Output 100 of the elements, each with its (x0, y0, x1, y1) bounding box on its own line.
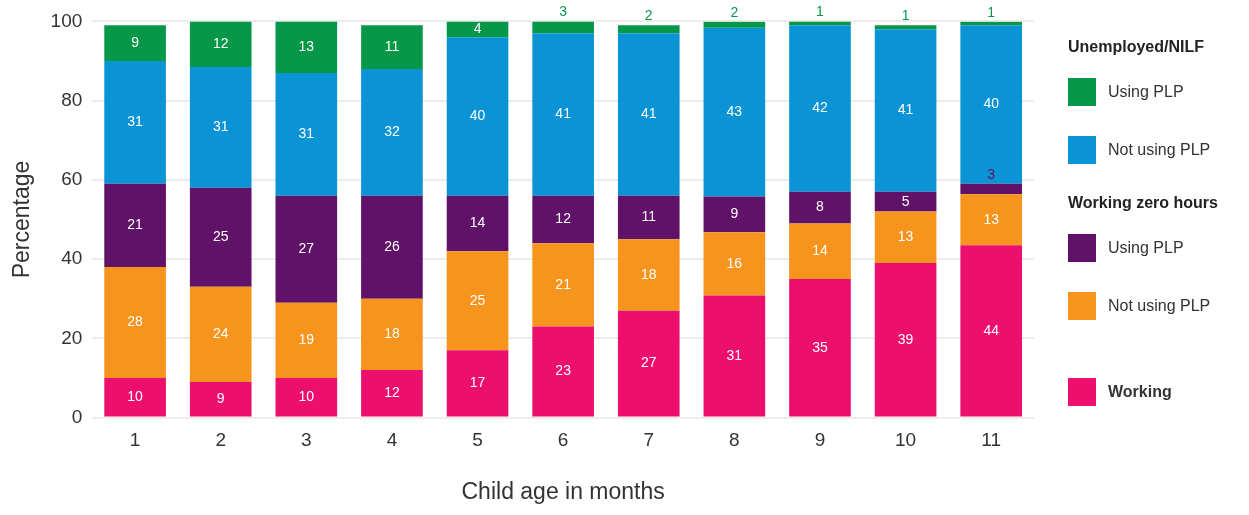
bar (361, 298, 423, 371)
bar (189, 187, 252, 287)
bar (703, 295, 766, 417)
data-label: 40 (469, 107, 486, 124)
data-label: 23 (555, 362, 572, 379)
bar (189, 286, 252, 382)
bar (275, 195, 338, 303)
data-label: 28 (127, 313, 144, 330)
data-label: 12 (555, 210, 572, 227)
bar (960, 183, 1023, 195)
bar (703, 21, 766, 28)
data-label: 10 (298, 388, 315, 405)
data-label: 43 (726, 102, 743, 119)
y-tick-label: 40 (61, 247, 83, 269)
data-label: 1 (816, 3, 825, 20)
data-label: 12 (212, 35, 229, 52)
data-label: 11 (384, 38, 400, 55)
data-label: 25 (212, 228, 229, 245)
data-label: 31 (298, 125, 315, 142)
bar (446, 21, 509, 38)
data-label: 40 (983, 95, 1000, 112)
bar (532, 33, 594, 196)
data-label: 17 (469, 374, 486, 391)
bar (532, 326, 594, 417)
y-tick-label: 0 (71, 405, 83, 427)
data-label: 8 (816, 198, 825, 215)
data-label: 1 (901, 7, 910, 24)
bar (275, 72, 338, 196)
bar (703, 232, 766, 296)
data-label: 9 (730, 205, 739, 222)
x-axis-title: Child age in months (461, 477, 665, 504)
bar (189, 381, 252, 417)
data-label: 42 (812, 99, 828, 116)
bar (446, 251, 509, 351)
bar (275, 377, 338, 417)
bar (446, 350, 509, 417)
data-label: 21 (555, 275, 572, 292)
data-label: 32 (384, 123, 400, 140)
x-tick-label: 5 (472, 429, 483, 451)
data-label: 9 (131, 34, 140, 51)
bar (960, 245, 1023, 417)
data-label: 12 (384, 384, 400, 401)
data-label: 14 (469, 214, 486, 231)
bar (361, 68, 423, 196)
data-label: 1 (987, 3, 996, 20)
bar (104, 25, 166, 62)
bar (104, 377, 166, 417)
data-label: 2 (644, 7, 653, 24)
bar (874, 191, 937, 212)
bar (361, 25, 423, 69)
bar (361, 195, 423, 299)
legend-label: Not using PLP (1108, 141, 1211, 159)
data-label: 39 (897, 330, 914, 347)
legend-label: Not using PLP (1108, 297, 1211, 315)
bar (789, 278, 851, 417)
data-label: 31 (726, 346, 743, 363)
x-tick-label: 6 (557, 429, 569, 451)
x-tick-label: 4 (386, 429, 398, 451)
data-label: 41 (897, 101, 914, 118)
data-label: 14 (812, 242, 828, 259)
bar (361, 370, 423, 417)
x-tick-label: 3 (301, 429, 312, 451)
bar (960, 194, 1023, 246)
bar (104, 61, 166, 184)
x-tick-label: 2 (215, 429, 226, 451)
bar (617, 310, 680, 417)
legend-label: Working (1108, 383, 1172, 401)
text: Working zero hours (1068, 194, 1218, 212)
x-tick-label: 10 (895, 429, 917, 451)
bar (789, 191, 851, 224)
data-label: 13 (983, 210, 1000, 227)
data-label: 18 (384, 325, 400, 342)
data-label: 9 (216, 390, 225, 407)
legend-label: Using PLP (1108, 83, 1184, 101)
legend-label: Using PLP (1108, 239, 1184, 257)
data-label: 13 (897, 228, 914, 245)
bar (960, 25, 1023, 184)
bar (532, 21, 594, 34)
bar (189, 66, 252, 188)
bar (446, 37, 509, 196)
bar (104, 267, 166, 378)
bar (874, 25, 937, 30)
data-label: 24 (212, 325, 229, 342)
data-label: 41 (640, 105, 657, 122)
data-label: 3 (987, 165, 996, 182)
bar (532, 243, 594, 327)
data-label: 25 (469, 291, 486, 308)
data-label: 26 (384, 238, 400, 255)
x-tick-label: 8 (729, 429, 740, 451)
x-tick-label: 1 (129, 429, 141, 451)
bar (617, 195, 680, 240)
bar (617, 25, 680, 34)
bar (532, 195, 594, 244)
x-tick-label: 7 (643, 429, 655, 451)
y-tick-label: 60 (61, 168, 83, 190)
x-tick-label: 9 (814, 429, 826, 451)
text: Unemployed/NILF (1068, 38, 1205, 56)
data-label: 19 (298, 331, 315, 348)
y-tick-label: 80 (61, 88, 83, 110)
bar (617, 33, 680, 196)
